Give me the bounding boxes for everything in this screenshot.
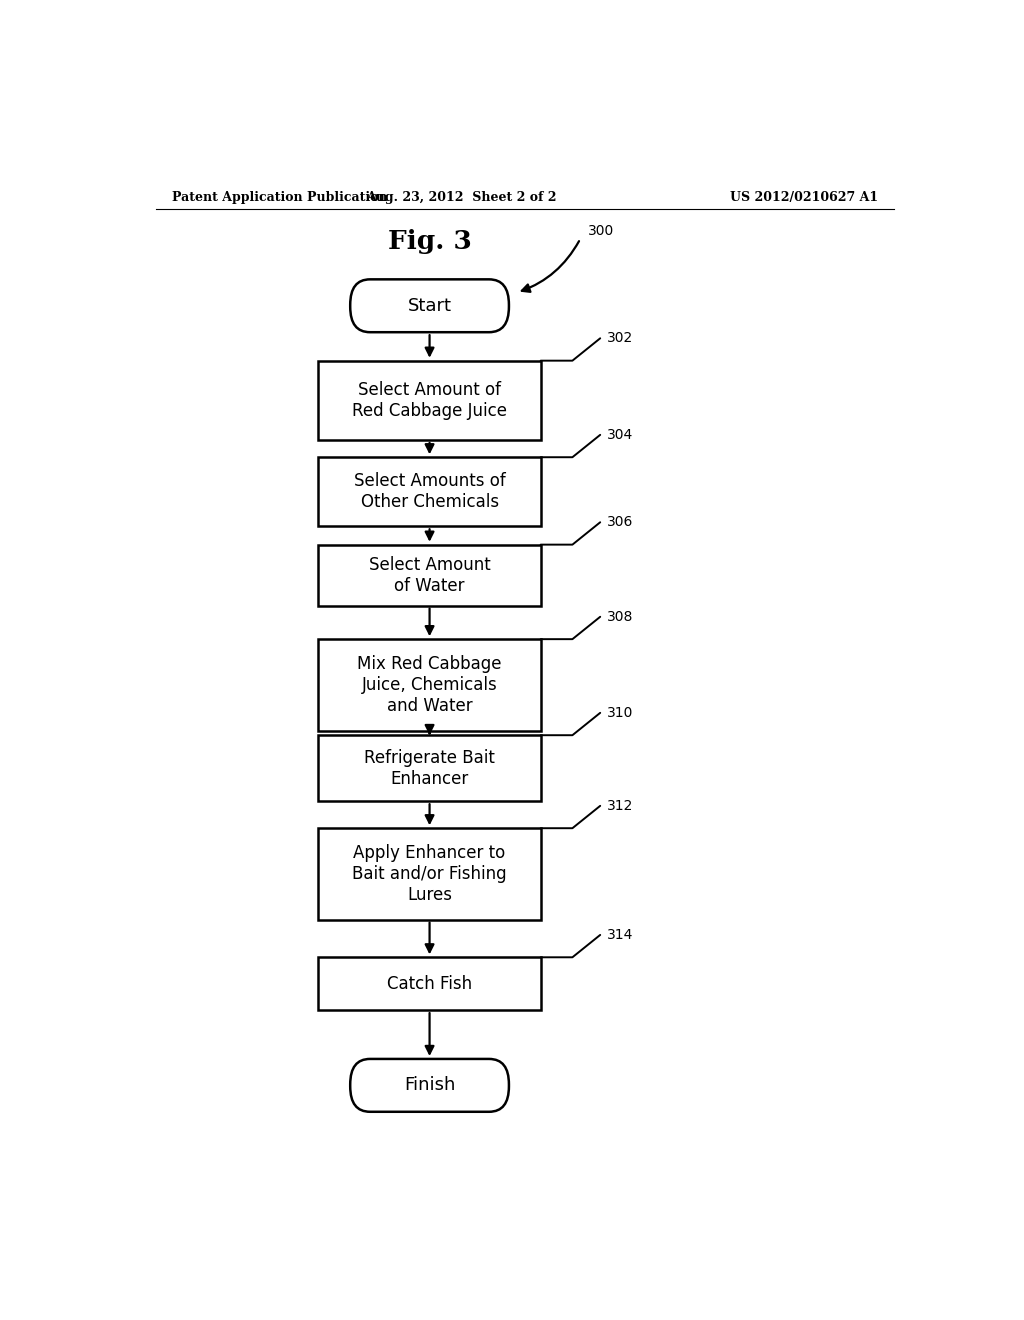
Bar — [318, 639, 541, 731]
Text: Aug. 23, 2012  Sheet 2 of 2: Aug. 23, 2012 Sheet 2 of 2 — [366, 190, 557, 203]
Text: Fig. 3: Fig. 3 — [388, 230, 471, 255]
Text: Start: Start — [408, 297, 452, 314]
Text: 300: 300 — [588, 223, 614, 238]
Text: Patent Application Publication: Patent Application Publication — [172, 190, 387, 203]
FancyBboxPatch shape — [350, 1059, 509, 1111]
Text: 308: 308 — [606, 610, 633, 624]
Text: 310: 310 — [606, 706, 633, 719]
Text: 302: 302 — [606, 331, 633, 346]
Text: 304: 304 — [606, 428, 633, 442]
Bar — [318, 957, 541, 1010]
Text: Finish: Finish — [403, 1076, 456, 1094]
Text: 314: 314 — [606, 928, 633, 942]
Text: Select Amount of
Red Cabbage Juice: Select Amount of Red Cabbage Juice — [352, 381, 507, 420]
Text: Apply Enhancer to
Bait and/or Fishing
Lures: Apply Enhancer to Bait and/or Fishing Lu… — [352, 845, 507, 904]
Text: US 2012/0210627 A1: US 2012/0210627 A1 — [730, 190, 878, 203]
Text: 306: 306 — [606, 515, 633, 529]
Text: 312: 312 — [606, 799, 633, 813]
Bar — [318, 735, 541, 801]
Bar — [318, 828, 541, 920]
Text: Select Amount
of Water: Select Amount of Water — [369, 556, 490, 594]
Bar — [318, 360, 541, 440]
Text: Select Amounts of
Other Chemicals: Select Amounts of Other Chemicals — [353, 473, 506, 511]
Text: Refrigerate Bait
Enhancer: Refrigerate Bait Enhancer — [365, 748, 495, 788]
Bar — [318, 457, 541, 527]
Bar — [318, 545, 541, 606]
FancyBboxPatch shape — [350, 280, 509, 333]
Text: Mix Red Cabbage
Juice, Chemicals
and Water: Mix Red Cabbage Juice, Chemicals and Wat… — [357, 655, 502, 714]
Text: Catch Fish: Catch Fish — [387, 974, 472, 993]
